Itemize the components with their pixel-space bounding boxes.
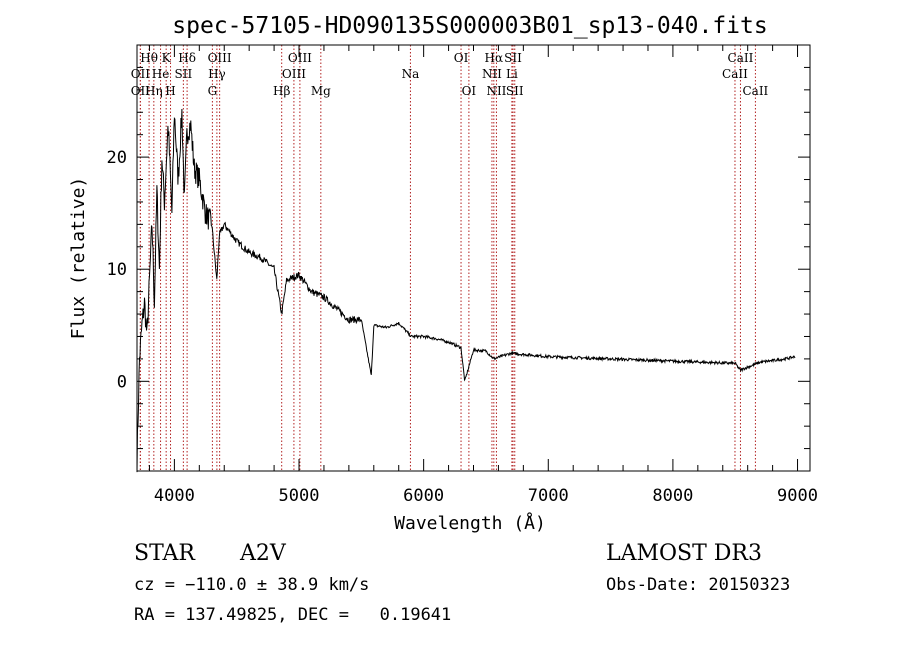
line-label-1: OII [131, 67, 151, 81]
line-label-26: CaII [722, 67, 748, 81]
coordinates-readout: RA = 137.49825, DEC = 0.19641 [134, 605, 451, 625]
observation-date: Obs-Date: 20150323 [606, 575, 790, 595]
survey-name: LAMOST DR3 [606, 541, 762, 566]
spectrum-line [136, 108, 796, 473]
line-label-7: SII [175, 67, 193, 81]
line-label-3: He [152, 67, 170, 81]
line-label-4: Hη [145, 84, 163, 98]
object-type: STAR [134, 541, 196, 566]
x-axis-label: Wavelength (Å) [394, 512, 546, 534]
x-tick-label-2: 6000 [403, 486, 444, 506]
line-label-8: Hδ [178, 51, 196, 65]
line-label-19: Hα [485, 51, 504, 65]
line-label-11: G [208, 84, 218, 98]
line-label-13: OIII [288, 51, 312, 65]
line-label-10: Hγ [208, 67, 226, 81]
line-label-17: OI [454, 51, 469, 65]
line-label-25: CaII [728, 51, 754, 65]
line-label-16: Na [402, 67, 420, 81]
line-label-20: SII [504, 51, 522, 65]
line-label-18: OI [462, 84, 477, 98]
line-label-0: Hθ [140, 51, 158, 65]
line-label-27: CaII [742, 84, 768, 98]
spectrum-series [136, 108, 796, 473]
x-axis: 4000 5000 6000 7000 8000 9000 [148, 45, 818, 506]
line-label-21: NII [482, 67, 502, 81]
plot-frame [136, 44, 811, 472]
emission-line-markers [139, 45, 756, 471]
line-label-14: OIII [282, 67, 306, 81]
x-tick-label-3: 7000 [528, 486, 569, 506]
x-tick-label-5: 9000 [777, 486, 818, 506]
y-axis-label: Flux (relative) [68, 177, 89, 340]
line-label-6: H [165, 84, 175, 98]
line-label-9: OIII [208, 51, 232, 65]
chart-title: spec-57105-HD090135S000003B01_sp13-040.f… [172, 13, 767, 39]
line-label-5: K [162, 51, 172, 65]
y-axis: 0 10 20 [107, 66, 810, 450]
line-label-2: OII [131, 84, 151, 98]
y-tick-label-2: 20 [107, 148, 127, 168]
line-label-23: NII [486, 84, 506, 98]
y-tick-label-1: 10 [107, 260, 127, 280]
x-tick-label-1: 5000 [279, 486, 320, 506]
line-label-22: Li [506, 67, 518, 81]
x-tick-label-4: 8000 [652, 486, 693, 506]
y-tick-label-0: 0 [117, 372, 127, 392]
line-label-15: Mg [311, 84, 331, 98]
x-tick-label-0: 4000 [154, 486, 195, 506]
object-subclass: A2V [239, 541, 287, 566]
line-label-24: SII [506, 84, 524, 98]
line-label-12: Hβ [273, 84, 290, 98]
velocity-readout: cz = −110.0 ± 38.9 km/s [134, 575, 369, 595]
